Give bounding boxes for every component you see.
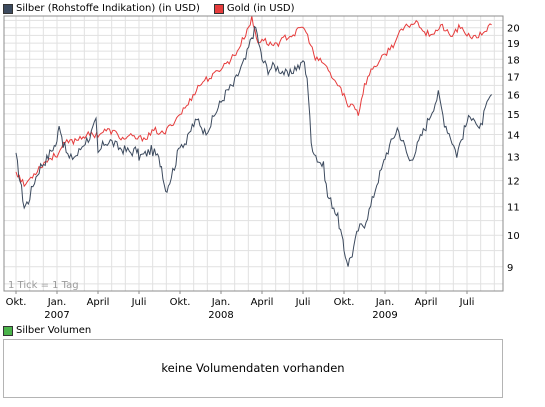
x-year-label: 2008 xyxy=(208,310,233,321)
y-tick-label: 9 xyxy=(507,263,513,274)
x-year-label: 2009 xyxy=(372,310,397,321)
legend-swatch-gold xyxy=(213,3,224,14)
y-tick-label: 19 xyxy=(507,39,520,50)
y-tick-label: 20 xyxy=(507,24,520,35)
series-line-gold xyxy=(15,15,492,188)
plot-frame xyxy=(3,15,504,292)
y-tick-label: 16 xyxy=(507,91,520,102)
grid xyxy=(4,16,503,291)
volume-panel: keine Volumendaten vorhanden xyxy=(3,339,503,398)
y-tick-label: 12 xyxy=(507,177,520,188)
y-tick-label: 14 xyxy=(507,131,520,142)
legend-label-volume: Silber Volumen xyxy=(16,325,92,336)
x-tick-label: Jan. xyxy=(375,297,395,308)
y-tick-label: 17 xyxy=(507,72,520,83)
legend-label-silver: Silber (Rohstoffe Indikation) (in USD) xyxy=(16,3,200,14)
chart-legend: Silber (Rohstoffe Indikation) (in USD) G… xyxy=(3,2,309,15)
y-tick-label: 10 xyxy=(507,231,520,242)
tick-note: 1 Tick = 1 Tag xyxy=(8,280,79,291)
y-tick-label: 15 xyxy=(507,110,520,121)
legend-swatch-volume xyxy=(3,325,13,336)
legend-label-gold: Gold (in USD) xyxy=(226,3,295,14)
plot-background xyxy=(4,16,503,291)
x-axis: Okt. Jan. April Juli Okt. Jan. April Juli Okt. Ja… xyxy=(6,291,475,321)
x-tick-label: Okt. xyxy=(334,297,355,308)
price-chart: 9 10 11 12 13 14 15 16 17 18 19 20 Okt. Jan. April Jul… xyxy=(3,15,520,321)
y-tick-label: 11 xyxy=(507,203,520,214)
x-tick-label: April xyxy=(415,297,438,308)
x-tick-label: Juli xyxy=(295,297,311,308)
x-tick-label: Juli xyxy=(131,297,147,308)
x-tick-label: Jan. xyxy=(211,297,231,308)
y-axis: 9 10 11 12 13 14 15 16 17 18 19 20 xyxy=(507,24,520,274)
y-tick-label: 13 xyxy=(507,153,520,164)
legend-item-gold: Gold (in USD) xyxy=(213,3,295,14)
y-tick-label: 18 xyxy=(507,55,520,66)
legend-item-silver: Silber (Rohstoffe Indikation) (in USD) xyxy=(3,3,200,14)
x-year-label: 2007 xyxy=(44,310,69,321)
legend-swatch-silver xyxy=(3,3,13,14)
series-lines xyxy=(15,15,492,267)
x-tick-label: April xyxy=(251,297,274,308)
x-tick-label: Juli xyxy=(459,297,475,308)
series-line-silver xyxy=(15,25,492,267)
x-tick-label: Okt. xyxy=(170,297,191,308)
x-tick-label: Okt. xyxy=(6,297,27,308)
volume-legend: Silber Volumen xyxy=(3,325,91,336)
volume-message: keine Volumendaten vorhanden xyxy=(161,361,345,375)
x-tick-label: April xyxy=(87,297,110,308)
x-tick-label: Jan. xyxy=(47,297,67,308)
